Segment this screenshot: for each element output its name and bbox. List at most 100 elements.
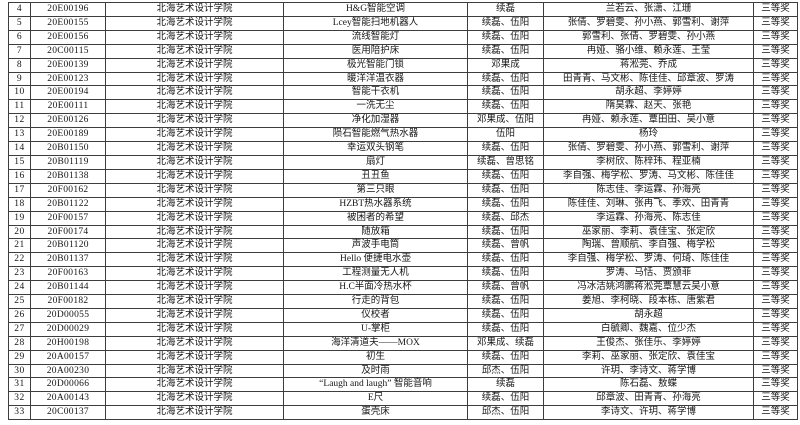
cell-students: 姜旭、李柯晓、段本栋、唐紫君 xyxy=(543,294,754,309)
cell-no: 19 xyxy=(8,210,31,226)
cell-advisors: 续磊、伍阳 xyxy=(467,71,544,87)
cell-project: 被困者的希望 xyxy=(283,210,468,226)
cell-award: 三等奖 xyxy=(753,363,798,379)
cell-project: HZBT热水器系统 xyxy=(283,196,468,212)
cell-no: 9 xyxy=(8,71,31,87)
table-row: 25 20F00182 北海艺术设计学院 行走的背包 续磊、伍阳 姜旭、李柯晓、段本栋、唐… xyxy=(8,294,798,309)
table-row: 15 20B01119 北海艺术设计学院 扇灯 续磊、曾思铭 李树欣、陈梓玮、程亚楠 三等奖 xyxy=(8,154,798,170)
cell-students: 李莉、巫家丽、张定欣、袁佳宝 xyxy=(543,349,754,365)
cell-advisors: 续磊、伍阳 xyxy=(467,224,544,240)
cell-advisors: 邓果成、伍阳 xyxy=(467,113,544,129)
table-row: 4 20E00196 北海艺术设计学院 H&G智能空调 续磊 兰若云、张潇、江珊 三等奖 xyxy=(8,2,798,17)
cell-award: 三等奖 xyxy=(753,224,798,240)
cell-id: 20B01137 xyxy=(30,252,106,268)
cell-id: 20F00163 xyxy=(30,266,106,282)
cell-project: 第三只眼 xyxy=(283,182,468,198)
cell-award: 三等奖 xyxy=(753,377,798,393)
cell-project: 及时雨 xyxy=(283,363,468,379)
cell-award: 三等奖 xyxy=(753,43,798,59)
table-row: 11 20E00111 北海艺术设计学院 一洗无尘 续磊、伍阳 隋昊霖、赵天、张艳 三等奖 xyxy=(8,99,798,115)
cell-no: 27 xyxy=(8,321,31,337)
cell-award: 三等奖 xyxy=(753,99,798,115)
cell-project: 陨石智能燃气热水器 xyxy=(283,127,468,143)
cell-institution: 北海艺术设计学院 xyxy=(105,210,284,226)
award-table: 4 20E00196 北海艺术设计学院 H&G智能空调 续磊 兰若云、张潇、江珊 三等奖 5 2… xyxy=(8,2,798,421)
cell-id: 20D00055 xyxy=(30,307,106,323)
cell-project: 流线智能灯 xyxy=(283,29,468,45)
cell-id: 20F00162 xyxy=(30,182,106,198)
cell-institution: 北海艺术设计学院 xyxy=(105,71,284,87)
cell-id: 20D00029 xyxy=(30,321,106,337)
cell-no: 5 xyxy=(8,15,31,31)
table-row: 18 20B01122 北海艺术设计学院 HZBT热水器系统 续磊、伍阳 陈佳佳、刘琳、张… xyxy=(8,196,798,212)
cell-id: 20A00143 xyxy=(30,391,106,407)
cell-award: 三等奖 xyxy=(753,85,798,101)
cell-advisors: 邱杰、伍阳 xyxy=(467,363,544,379)
cell-institution: 北海艺术设计学院 xyxy=(105,349,284,365)
cell-project: U-掌柜 xyxy=(283,321,468,337)
cell-advisors: 续磊、伍阳 xyxy=(467,349,544,365)
cell-id: 20E00111 xyxy=(30,99,106,115)
table-row: 13 20E00189 北海艺术设计学院 陨石智能燃气热水器 伍阳 杨玲 三等奖 xyxy=(8,127,798,143)
cell-advisors: 续磊、伍阳 xyxy=(467,15,544,31)
cell-id: 20E00155 xyxy=(30,15,106,31)
cell-students: 李自强、梅学松、罗涛、何琦、陈佳佳 xyxy=(543,252,754,268)
cell-project: 丑丑鱼 xyxy=(283,168,468,184)
cell-no: 26 xyxy=(8,307,31,323)
cell-students: 冯冰洁姚鸿鹏蒋淞莞覃慧云吴小意 xyxy=(543,280,754,296)
cell-institution: 北海艺术设计学院 xyxy=(105,99,284,115)
cell-institution: 北海艺术设计学院 xyxy=(105,2,284,17)
cell-institution: 北海艺术设计学院 xyxy=(105,154,284,170)
cell-no: 6 xyxy=(8,29,31,45)
cell-award: 三等奖 xyxy=(753,2,798,17)
cell-award: 三等奖 xyxy=(753,391,798,407)
table-row: 31 20D00066 北海艺术设计学院 “Laugh and laugh” 智能音响… xyxy=(8,377,798,393)
cell-project: 工程测量无人机 xyxy=(283,266,468,282)
cell-no: 18 xyxy=(8,196,31,212)
cell-project: H&G智能空调 xyxy=(283,2,468,17)
cell-award: 三等奖 xyxy=(753,71,798,87)
cell-no: 33 xyxy=(8,405,31,421)
cell-id: 20E00123 xyxy=(30,71,106,87)
cell-no: 20 xyxy=(8,224,31,240)
cell-award: 三等奖 xyxy=(753,294,798,309)
cell-id: 20B01122 xyxy=(30,196,106,212)
table-row: 8 20E00139 北海艺术设计学院 极光智能门锁 邓果成 蒋淞莞、乔成 三等奖 xyxy=(8,57,798,73)
cell-id: 20F00182 xyxy=(30,294,106,309)
cell-id: 20E00126 xyxy=(30,113,106,129)
cell-advisors: 续磊、曾帆 xyxy=(467,238,544,254)
cell-id: 20B01150 xyxy=(30,141,106,156)
cell-advisors: 续磊、伍阳 xyxy=(467,141,544,156)
cell-award: 三等奖 xyxy=(753,57,798,73)
table-row: 9 20E00123 北海艺术设计学院 暖洋洋温衣器 续磊、伍阳 田青青、马文彬、陈佳佳、… xyxy=(8,71,798,87)
cell-institution: 北海艺术设计学院 xyxy=(105,280,284,296)
cell-project: 智能干衣机 xyxy=(283,85,468,101)
cell-students: 冉娅、骆小维、赖永莲、王莹 xyxy=(543,43,754,59)
cell-advisors: 续磊、伍阳 xyxy=(467,391,544,407)
cell-no: 29 xyxy=(8,349,31,365)
cell-no: 30 xyxy=(8,363,31,379)
cell-id: 20E00196 xyxy=(30,2,106,17)
cell-advisors: 续磊、伍阳 xyxy=(467,99,544,115)
cell-no: 11 xyxy=(8,99,31,115)
table-row: 30 20A00230 北海艺术设计学院 及时雨 邱杰、伍阳 许玥、李诗文、蒋学博 三等奖 xyxy=(8,363,798,379)
cell-award: 三等奖 xyxy=(753,15,798,31)
cell-award: 三等奖 xyxy=(753,196,798,212)
cell-project: 净化加湿器 xyxy=(283,113,468,129)
cell-advisors: 邓果成、续磊 xyxy=(467,335,544,351)
table-row: 32 20A00143 北海艺术设计学院 E尺 续磊、伍阳 邱章波、田青青、孙海亮 三等奖 xyxy=(8,391,798,407)
cell-students: 杨玲 xyxy=(543,127,754,143)
cell-no: 22 xyxy=(8,252,31,268)
cell-award: 三等奖 xyxy=(753,168,798,184)
cell-id: 20E00189 xyxy=(30,127,106,143)
cell-students: 张倩、罗碧雯、孙小燕、郭雪利、谢萍 xyxy=(543,15,754,31)
cell-advisors: 续磊、邱杰 xyxy=(467,210,544,226)
cell-students: 李自强、梅学松、罗涛、马文彬、陈佳佳 xyxy=(543,168,754,184)
cell-institution: 北海艺术设计学院 xyxy=(105,405,284,421)
cell-students: 陈志佳、李运霖、孙海亮 xyxy=(543,182,754,198)
cell-project: 仪校者 xyxy=(283,307,468,323)
cell-advisors: 续磊、伍阳 xyxy=(467,252,544,268)
table-row: 33 20C00137 北海艺术设计学院 蛋壳床 邱杰、伍阳 李诗文、许玥、蒋学博 三等奖 xyxy=(8,405,798,421)
cell-project: 蛋壳床 xyxy=(283,405,468,421)
cell-no: 21 xyxy=(8,238,31,254)
